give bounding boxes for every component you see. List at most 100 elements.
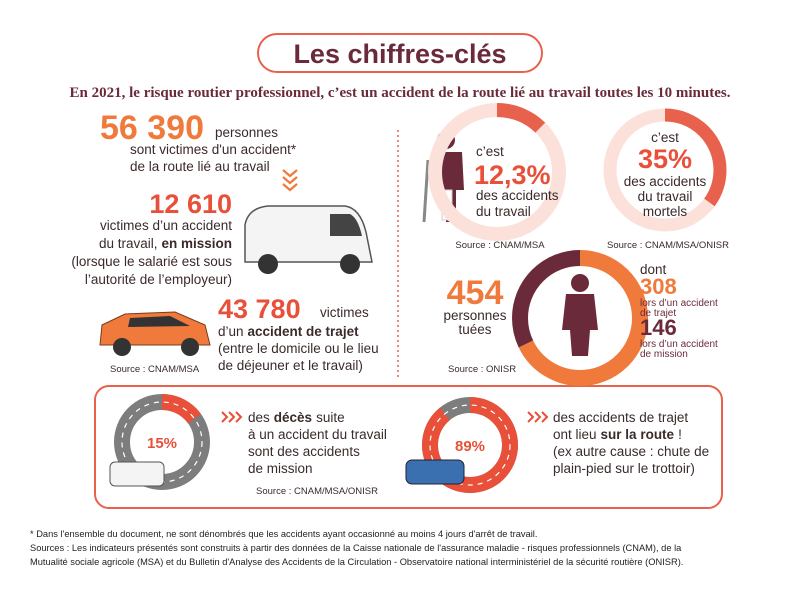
text-part: dont bbox=[640, 262, 667, 277]
ring-arc bbox=[512, 250, 648, 386]
text-line: dont bbox=[640, 262, 667, 277]
text-part: à un accident du travail bbox=[248, 427, 387, 442]
text-line: c’est bbox=[651, 130, 679, 145]
text-part: de mission bbox=[640, 349, 688, 360]
text-part: c’est bbox=[651, 130, 679, 145]
text-line: (ex autre cause : chute de bbox=[553, 444, 709, 459]
text-part: 12 610 bbox=[149, 189, 232, 219]
figure: 308 bbox=[640, 274, 677, 299]
text-part: Source : CNAM/MSA bbox=[110, 364, 200, 375]
text-line: des accidents bbox=[476, 188, 559, 203]
text-part: Mutualité sociale agricole (MSA) et du B… bbox=[30, 557, 683, 567]
source: Source : CNAM/MSA/ONISR bbox=[256, 486, 378, 497]
text-line: des accidents bbox=[624, 174, 707, 189]
text-line: personnes bbox=[443, 308, 506, 323]
text-part: 12,3% bbox=[474, 160, 551, 190]
text-line: lors d’un accident bbox=[640, 339, 718, 350]
chevrons-down bbox=[282, 169, 298, 192]
figure: 454 bbox=[447, 274, 504, 312]
text-part: lors d’un accident bbox=[640, 298, 718, 309]
text-line: Sources : Les indicateurs présentés sont… bbox=[30, 543, 682, 553]
text-line: de la route lié au travail bbox=[130, 159, 270, 174]
text-line: à un accident du travail bbox=[248, 427, 387, 442]
text-line: sont victimes d'un accident* bbox=[130, 142, 297, 157]
car-small bbox=[405, 459, 465, 485]
text-line: personnes bbox=[215, 125, 278, 140]
text-line: du travail, en mission bbox=[99, 236, 232, 251]
text-line: du travail bbox=[638, 189, 693, 204]
van-icon bbox=[244, 205, 373, 274]
text-part: sur la route bbox=[601, 427, 675, 442]
van-small bbox=[109, 461, 165, 487]
source: Source : CNAM/MSA bbox=[110, 364, 200, 375]
text-part: Source : CNAM/MSA/ONISR bbox=[607, 240, 729, 251]
text-part: sont des accidents bbox=[248, 444, 360, 459]
text-line: ont lieu sur la route! bbox=[553, 427, 682, 442]
text-part: 308 bbox=[640, 274, 677, 299]
title-pill bbox=[257, 33, 543, 73]
chevrons-right bbox=[221, 411, 549, 423]
text-line: lors d’un accident bbox=[640, 298, 718, 309]
text-part: personnes bbox=[215, 125, 278, 140]
text-part: de déjeuner et le travail) bbox=[218, 358, 363, 373]
text-part: des bbox=[248, 410, 270, 425]
text-part: sont victimes d'un accident* bbox=[130, 142, 297, 157]
text-part: du travail bbox=[638, 189, 693, 204]
text-part: de trajet bbox=[640, 308, 676, 319]
figure: 89% bbox=[455, 438, 485, 455]
text-part: tuées bbox=[458, 322, 491, 337]
text-line: de trajet bbox=[640, 308, 676, 319]
text-line: de mission bbox=[640, 349, 688, 360]
text-line: tuées bbox=[458, 322, 491, 337]
text-line: Mutualité sociale agricole (MSA) et du B… bbox=[30, 557, 683, 567]
ring-arc bbox=[603, 108, 727, 232]
text-part: personnes bbox=[443, 308, 506, 323]
text-part: mortels bbox=[643, 204, 688, 219]
text-line: de déjeuner et le travail) bbox=[218, 358, 363, 373]
text-part: 454 bbox=[447, 274, 504, 312]
text-part: Source : ONISR bbox=[448, 364, 516, 375]
source: Source : ONISR bbox=[448, 364, 516, 375]
text-part: en mission bbox=[161, 236, 232, 251]
text-part: victimes bbox=[320, 305, 369, 320]
road-line bbox=[429, 404, 511, 486]
text-part: * Dans l'ensemble du document, ne sont d… bbox=[30, 529, 537, 539]
text-part: suite bbox=[316, 410, 345, 425]
text-part: plain-pied sur le trottoir) bbox=[553, 461, 695, 476]
text-line: c’est bbox=[476, 144, 504, 159]
text-line: (lorsque le salarié est sous bbox=[71, 254, 232, 269]
person-silhouette bbox=[562, 274, 598, 356]
text-part: 35% bbox=[638, 144, 692, 174]
source: Source : CNAM/MSA bbox=[455, 240, 545, 251]
text-part: d’un bbox=[218, 324, 244, 339]
text-part: des accidents bbox=[624, 174, 707, 189]
figure: 12,3% bbox=[474, 160, 551, 190]
text-part: (entre le domicile ou le lieu bbox=[218, 341, 379, 356]
text-part: ont lieu bbox=[553, 427, 597, 442]
figure: 12 610 bbox=[149, 189, 232, 219]
bottom-box bbox=[94, 385, 723, 509]
figure: 43 780 bbox=[218, 294, 301, 324]
figure: 56 390 bbox=[100, 109, 204, 147]
text-line: victimes d’un accident bbox=[100, 218, 232, 233]
text-part: Source : CNAM/MSA bbox=[455, 240, 545, 251]
text-line: l’autorité de l’employeur) bbox=[85, 272, 232, 287]
text-line: * Dans l'ensemble du document, ne sont d… bbox=[30, 529, 537, 539]
text-part: 43 780 bbox=[218, 294, 301, 324]
text-part: lors d’un accident bbox=[640, 339, 718, 350]
text-line: des accidents de trajet bbox=[553, 410, 688, 425]
title: Les chiffres-clés bbox=[293, 39, 506, 69]
text-part: accident de trajet bbox=[248, 324, 360, 339]
car-icon bbox=[99, 311, 211, 356]
text-part: (ex autre cause : chute de bbox=[553, 444, 709, 459]
text-part: des accidents de trajet bbox=[553, 410, 688, 425]
text-part: c’est bbox=[476, 144, 504, 159]
text-part: Sources : Les indicateurs présentés sont… bbox=[30, 543, 682, 553]
text-line: victimes bbox=[320, 305, 369, 320]
text-part: 15% bbox=[147, 435, 177, 452]
text-line: plain-pied sur le trottoir) bbox=[553, 461, 695, 476]
text-line: sont des accidents bbox=[248, 444, 360, 459]
text-line: du travail bbox=[476, 204, 531, 219]
text-part: 146 bbox=[640, 315, 677, 340]
text-part: victimes d’un accident bbox=[100, 218, 232, 233]
